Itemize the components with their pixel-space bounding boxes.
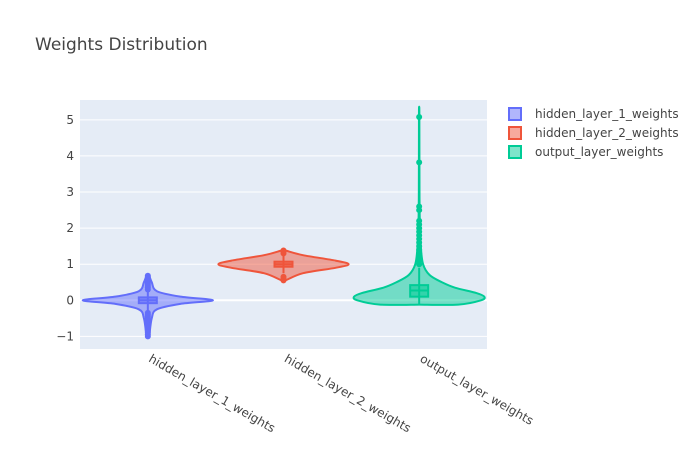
legend-swatch xyxy=(508,126,522,140)
legend-item-hidden_layer_2_weights[interactable]: hidden_layer_2_weights xyxy=(508,126,679,140)
x-tick-label: output_layer_weights xyxy=(418,351,536,427)
x-tick-label: hidden_layer_1_weights xyxy=(146,351,277,435)
violin-hidden_layer_2_weights[interactable] xyxy=(217,247,350,284)
outlier-point xyxy=(416,113,423,120)
y-tick-label: 2 xyxy=(66,221,74,235)
legend-swatch xyxy=(508,145,522,159)
y-tick-label: 0 xyxy=(66,293,74,307)
y-tick-label: 3 xyxy=(66,185,74,199)
x-axis: hidden_layer_1_weights hidden_layer_2_wei… xyxy=(146,351,536,435)
legend-swatch xyxy=(508,107,522,121)
y-tick-label: −1 xyxy=(56,329,74,343)
legend-label: output_layer_weights xyxy=(535,145,663,159)
outlier-point xyxy=(144,309,151,316)
violin-output_layer_weights[interactable] xyxy=(352,105,486,306)
outlier-point xyxy=(416,203,423,210)
chart-title: Weights Distribution xyxy=(35,35,208,55)
outlier-point xyxy=(280,273,287,280)
outlier-point xyxy=(416,159,423,166)
violin-hidden_layer_1_weights[interactable] xyxy=(81,272,214,340)
legend[interactable]: hidden_layer_1_weights hidden_layer_2_wei… xyxy=(508,107,679,159)
y-axis: −1 0 1 2 3 4 5 xyxy=(56,113,74,344)
legend-label: hidden_layer_1_weights xyxy=(535,107,679,121)
violins xyxy=(81,105,486,340)
y-tick-label: 4 xyxy=(66,149,74,163)
legend-label: hidden_layer_2_weights xyxy=(535,126,679,140)
outlier-point xyxy=(144,272,151,279)
outlier-point xyxy=(280,247,287,254)
y-tick-label: 1 xyxy=(66,257,74,271)
y-tick-label: 5 xyxy=(66,113,74,127)
outlier-point xyxy=(416,217,423,224)
legend-item-output_layer_weights[interactable]: output_layer_weights xyxy=(508,145,663,159)
x-tick-label: hidden_layer_2_weights xyxy=(282,351,413,435)
legend-item-hidden_layer_1_weights[interactable]: hidden_layer_1_weights xyxy=(508,107,679,121)
